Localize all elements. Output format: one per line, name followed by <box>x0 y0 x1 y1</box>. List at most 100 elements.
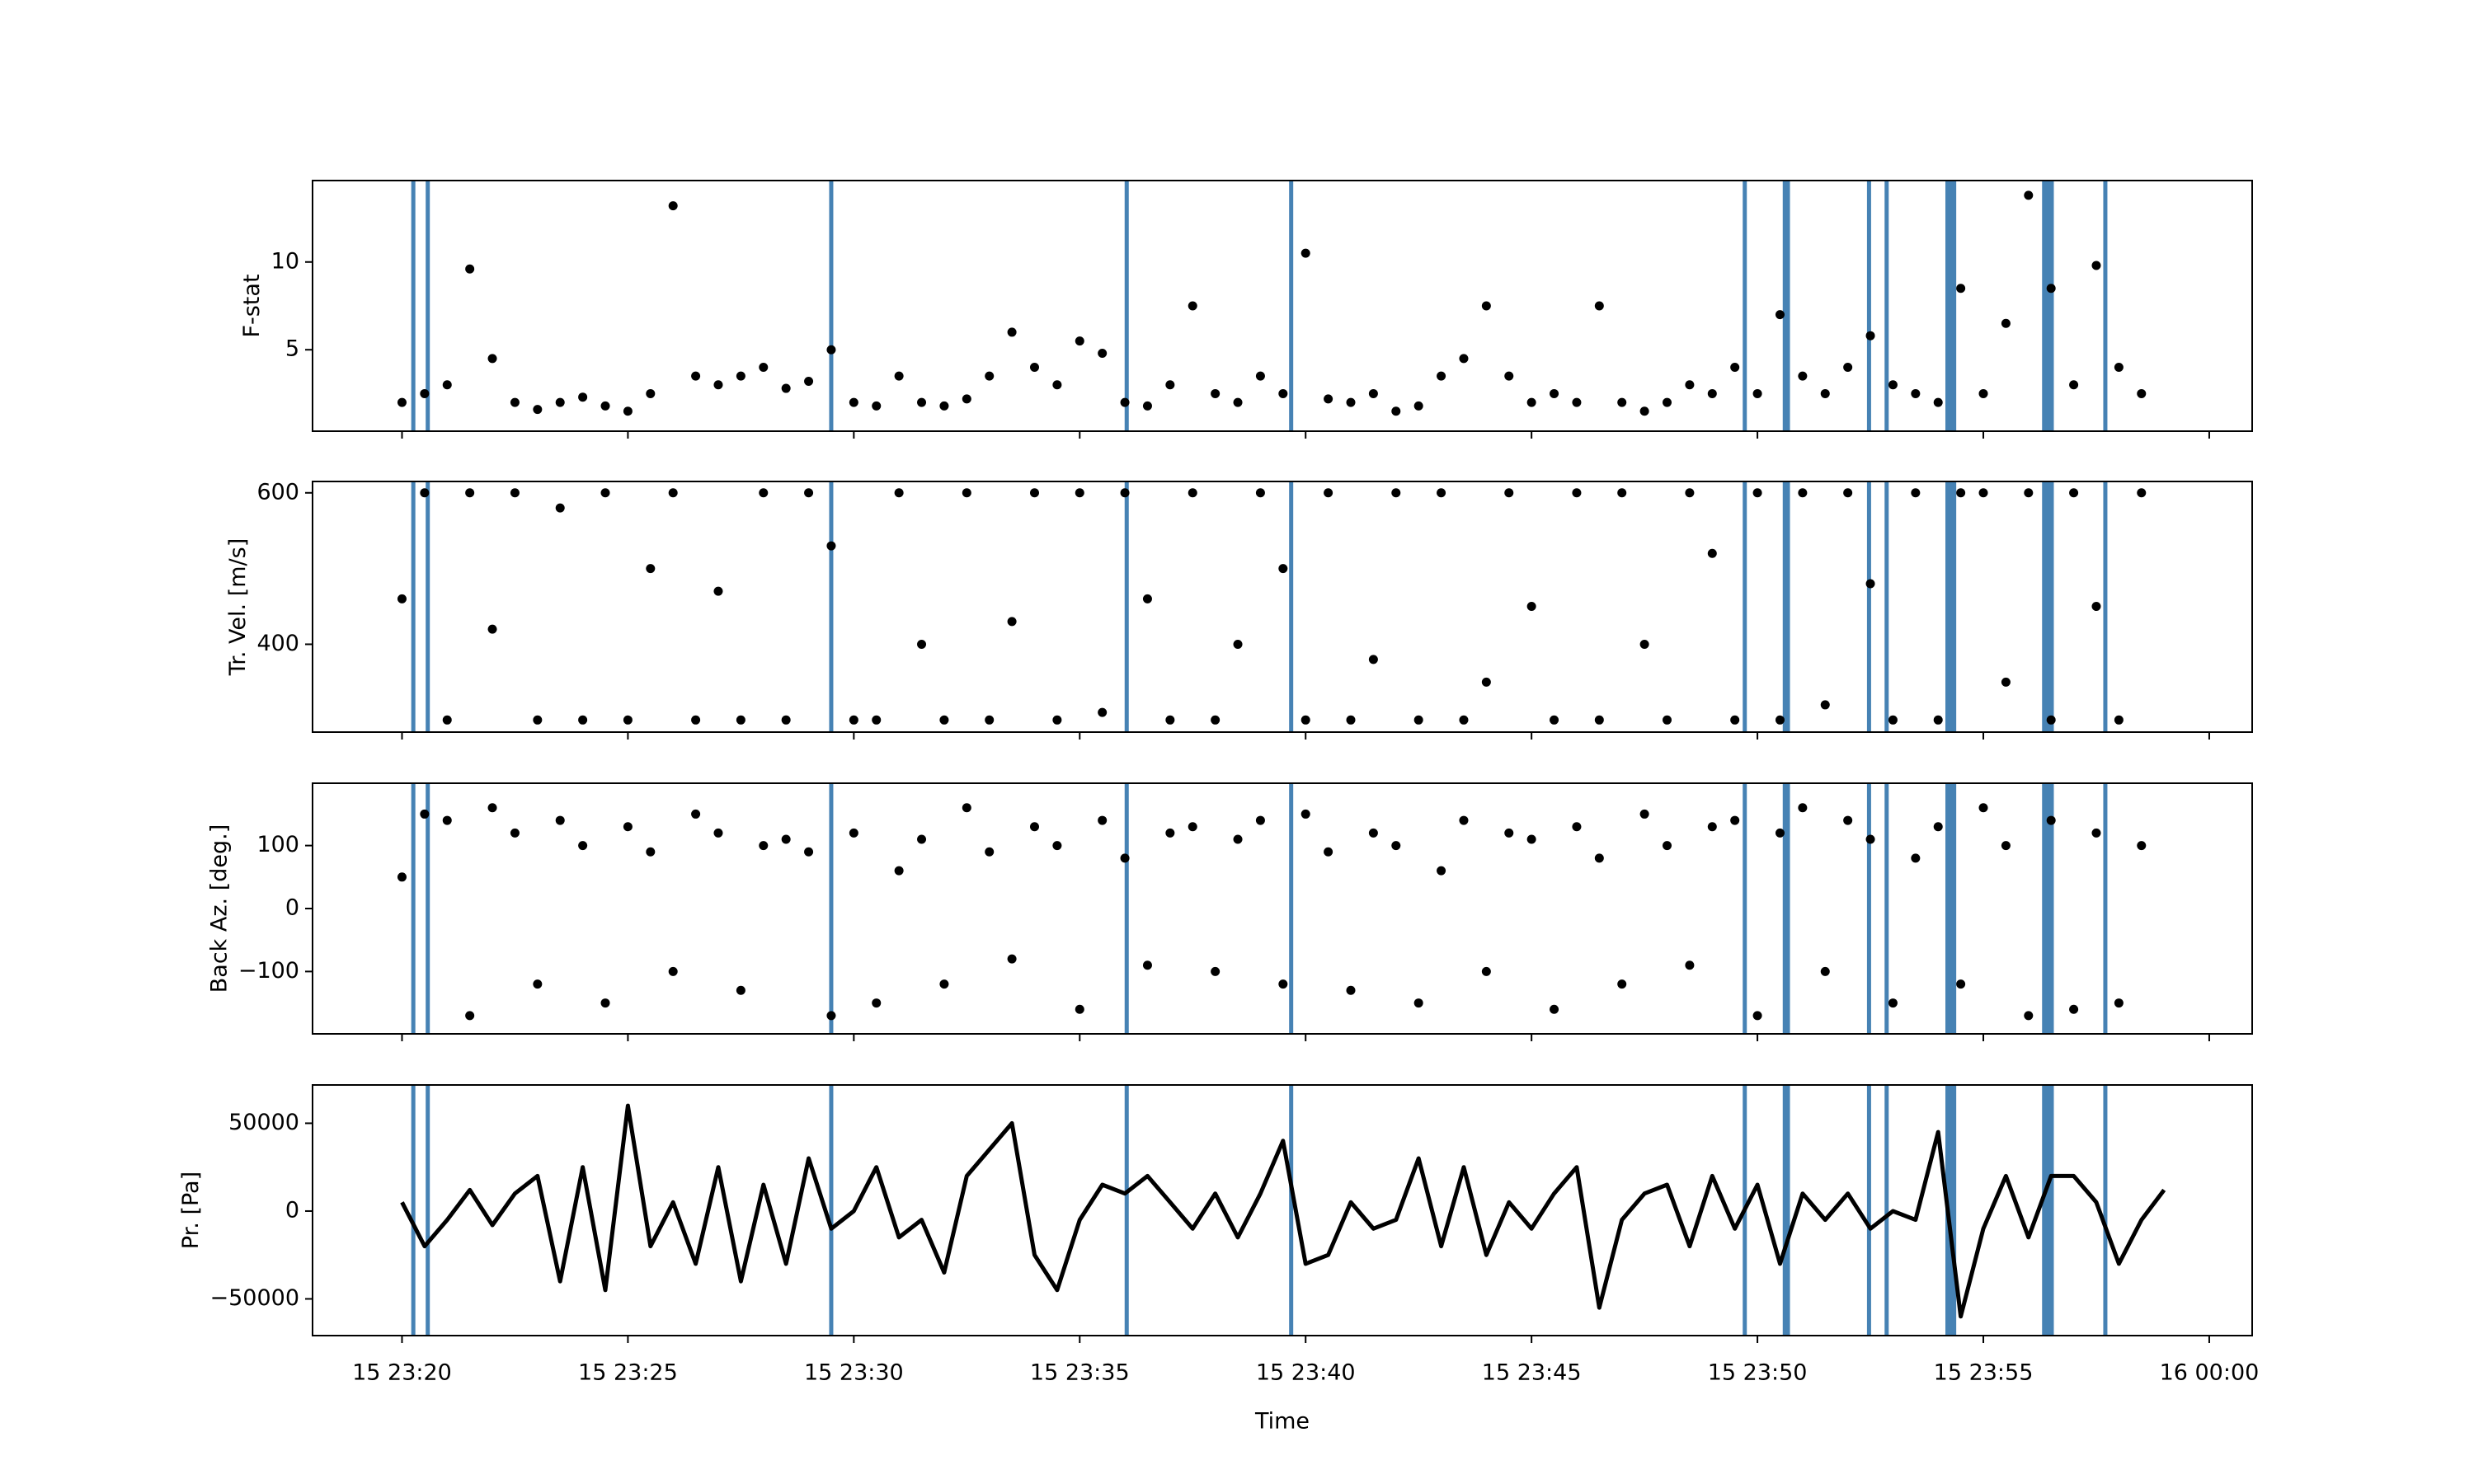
detection-span <box>1124 1085 1129 1336</box>
point <box>646 564 656 574</box>
point <box>804 488 814 498</box>
point <box>962 803 971 813</box>
point <box>1504 371 1514 381</box>
point <box>1865 579 1875 589</box>
point <box>1098 707 1108 717</box>
detection-span <box>1289 1085 1294 1336</box>
axes-frame <box>312 180 2253 432</box>
point <box>894 488 904 498</box>
point <box>691 809 701 819</box>
point <box>2137 488 2147 498</box>
point <box>1933 397 1943 407</box>
detection-span <box>426 181 430 431</box>
point <box>2001 318 2011 328</box>
point <box>1459 815 1469 825</box>
point <box>1368 655 1378 665</box>
point <box>1029 363 1039 373</box>
point <box>1911 388 1921 398</box>
point <box>1594 301 1604 311</box>
point <box>1707 822 1717 832</box>
axes-frame <box>312 481 2253 733</box>
point <box>578 715 588 725</box>
point <box>1324 847 1333 857</box>
point <box>1188 488 1197 498</box>
detection-span <box>426 783 430 1034</box>
point <box>1459 715 1469 725</box>
point <box>1391 406 1401 416</box>
point <box>2069 1004 2079 1014</box>
point <box>668 488 678 498</box>
detection-span <box>1884 181 1889 431</box>
point <box>1437 866 1446 876</box>
detection-span <box>1289 181 1294 431</box>
point <box>533 715 543 725</box>
y-axis-label: Pr. [Pa] <box>178 1172 204 1249</box>
point <box>781 834 791 844</box>
point <box>1775 715 1785 725</box>
detection-span <box>1743 181 1747 431</box>
point <box>1075 336 1084 346</box>
point <box>555 815 565 825</box>
point <box>600 488 610 498</box>
point <box>713 828 723 838</box>
point <box>1639 639 1649 649</box>
point <box>2024 1011 2034 1021</box>
point <box>939 979 949 989</box>
detection-span <box>2103 1085 2108 1336</box>
point <box>1865 834 1875 844</box>
point <box>420 809 430 819</box>
point <box>1526 602 1536 612</box>
point <box>1820 966 1830 976</box>
y-tick-label: 50000 <box>228 1110 299 1135</box>
point <box>397 872 407 882</box>
point <box>1233 834 1243 844</box>
point <box>691 371 701 381</box>
point <box>2091 828 2101 838</box>
detection-span <box>829 481 834 732</box>
point <box>533 405 543 415</box>
point <box>1211 388 1221 398</box>
point <box>2069 488 2079 498</box>
detection-span <box>2042 181 2054 431</box>
point <box>1413 998 1423 1008</box>
point <box>1211 715 1221 725</box>
point <box>1526 834 1536 844</box>
point <box>465 488 475 498</box>
point <box>826 541 836 551</box>
point <box>1255 488 1265 498</box>
point <box>826 345 836 355</box>
detection-span <box>829 1085 834 1336</box>
point <box>1685 380 1695 390</box>
point <box>2091 602 2101 612</box>
subplot: 400 600 Tr. Vel. [m/s] <box>225 479 2253 740</box>
point <box>1775 310 1785 320</box>
detection-span <box>2042 783 2054 1034</box>
point <box>1278 979 1288 989</box>
detection-span <box>426 481 430 732</box>
point <box>1211 966 1221 976</box>
point <box>1052 715 1062 725</box>
point <box>917 397 927 407</box>
point <box>1639 406 1649 416</box>
detection-span <box>1866 481 1871 732</box>
point <box>1233 639 1243 649</box>
point <box>1007 327 1017 337</box>
point <box>962 394 971 404</box>
y-axis-label: F-stat <box>239 274 265 337</box>
point <box>2114 363 2124 373</box>
x-tick-label: 16 00:00 <box>2160 1360 2260 1386</box>
y-tick-label: 600 <box>256 479 299 505</box>
detection-span <box>829 783 834 1034</box>
point <box>1504 488 1514 498</box>
point <box>759 488 769 498</box>
point <box>487 624 497 634</box>
x-tick-label: 15 23:50 <box>1708 1360 1808 1386</box>
point <box>985 371 995 381</box>
point <box>2001 677 2011 687</box>
point <box>713 586 723 596</box>
plot-area <box>400 1085 2166 1336</box>
point <box>1911 853 1921 863</box>
detection-span <box>1124 181 1129 431</box>
point <box>1956 284 1966 294</box>
point <box>1933 715 1943 725</box>
